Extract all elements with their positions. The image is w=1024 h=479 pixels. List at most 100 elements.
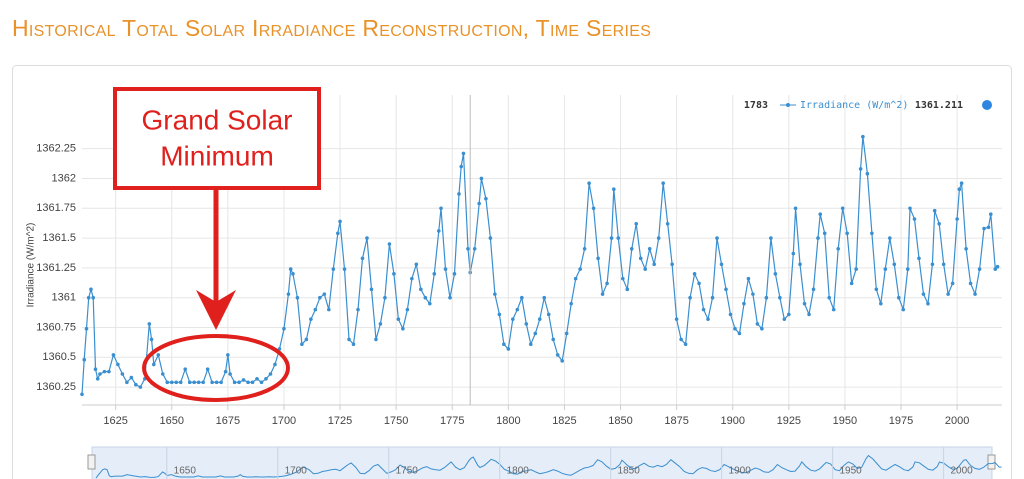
navigator-handle[interactable]	[987, 454, 996, 470]
point	[811, 287, 816, 292]
navigator: 1650 1700 1750 1800 1850 1900 1950 2000	[87, 446, 1002, 479]
point	[661, 181, 665, 186]
point	[807, 312, 811, 317]
point	[219, 380, 223, 385]
point	[351, 342, 356, 346]
point	[908, 206, 912, 211]
point	[968, 281, 973, 286]
point	[378, 322, 383, 326]
point	[347, 337, 351, 342]
legend-dot	[982, 100, 992, 110]
point	[854, 267, 858, 271]
point	[223, 369, 228, 374]
point	[986, 225, 991, 230]
point	[86, 295, 91, 300]
point	[327, 307, 331, 312]
point	[313, 307, 318, 312]
point	[542, 295, 547, 300]
point	[560, 359, 564, 363]
point	[782, 317, 787, 321]
point	[342, 267, 347, 271]
point	[338, 219, 342, 224]
point	[930, 262, 935, 267]
navigator-tick-label: 2000	[950, 466, 973, 477]
y-axis-label: Irradiance (W/m^2)	[26, 223, 37, 308]
x-tick-label: 1750	[384, 415, 408, 427]
point	[360, 256, 365, 261]
point	[111, 353, 116, 357]
point	[336, 231, 340, 236]
point	[156, 353, 161, 357]
point	[300, 342, 304, 346]
navigator-handle[interactable]	[87, 454, 96, 470]
point	[528, 342, 533, 346]
point	[228, 372, 232, 376]
point	[746, 276, 751, 281]
point	[286, 292, 291, 296]
point	[165, 380, 170, 385]
series-line	[81, 136, 998, 395]
point	[174, 380, 179, 385]
point	[138, 385, 143, 389]
point	[724, 287, 728, 292]
x-tick-label: 1850	[608, 415, 632, 427]
point	[387, 242, 392, 246]
point	[232, 380, 237, 385]
point	[802, 301, 807, 306]
point	[405, 307, 410, 312]
point	[937, 221, 941, 226]
point	[419, 287, 423, 292]
point	[818, 212, 823, 217]
navigator-tick-label: 1750	[396, 466, 419, 477]
point	[89, 287, 93, 292]
point	[401, 326, 405, 331]
point	[634, 221, 639, 226]
y-tick-label: 1362	[52, 172, 76, 184]
point	[643, 267, 648, 271]
point	[883, 267, 888, 271]
point	[129, 375, 134, 380]
point	[448, 295, 452, 300]
point	[612, 187, 616, 191]
x-tick-label: 2000	[945, 415, 969, 427]
x-tick-label: 1625	[103, 415, 127, 427]
point	[656, 236, 661, 240]
point	[134, 382, 138, 387]
legend-series: Irradiance (W/m^2)	[800, 100, 908, 111]
annotation: Grand Solar Minimum	[113, 87, 321, 402]
point	[423, 295, 428, 300]
point	[701, 307, 706, 312]
navigator-tick-label: 1700	[285, 466, 308, 477]
point	[609, 236, 614, 240]
point	[840, 206, 845, 211]
point	[169, 380, 174, 385]
y-tick-label: 1361.75	[36, 202, 76, 214]
y-tick-label: 1360.25	[36, 381, 76, 393]
point	[578, 267, 582, 271]
point	[396, 317, 401, 321]
annotation-text: Grand Solar	[142, 104, 293, 135]
point	[255, 376, 259, 381]
point	[912, 217, 917, 221]
point	[964, 247, 968, 251]
navigator-tick-label: 1900	[729, 466, 752, 477]
navigator-tick-label: 1800	[507, 466, 530, 477]
point	[356, 307, 360, 312]
point	[309, 317, 313, 321]
point	[147, 322, 152, 326]
point	[620, 276, 625, 281]
point	[264, 376, 268, 381]
x-tick-label: 1775	[440, 415, 464, 427]
navigator-tick-label: 1650	[174, 466, 197, 477]
point	[706, 317, 710, 321]
point	[692, 272, 697, 276]
legend: 1783 Irradiance (W/m^2) 1361.211	[744, 100, 992, 111]
point	[993, 267, 998, 271]
point	[822, 231, 827, 236]
point	[160, 372, 165, 376]
point	[764, 295, 769, 300]
point	[569, 301, 573, 306]
point	[439, 206, 443, 211]
point	[674, 317, 679, 321]
point	[715, 236, 719, 240]
